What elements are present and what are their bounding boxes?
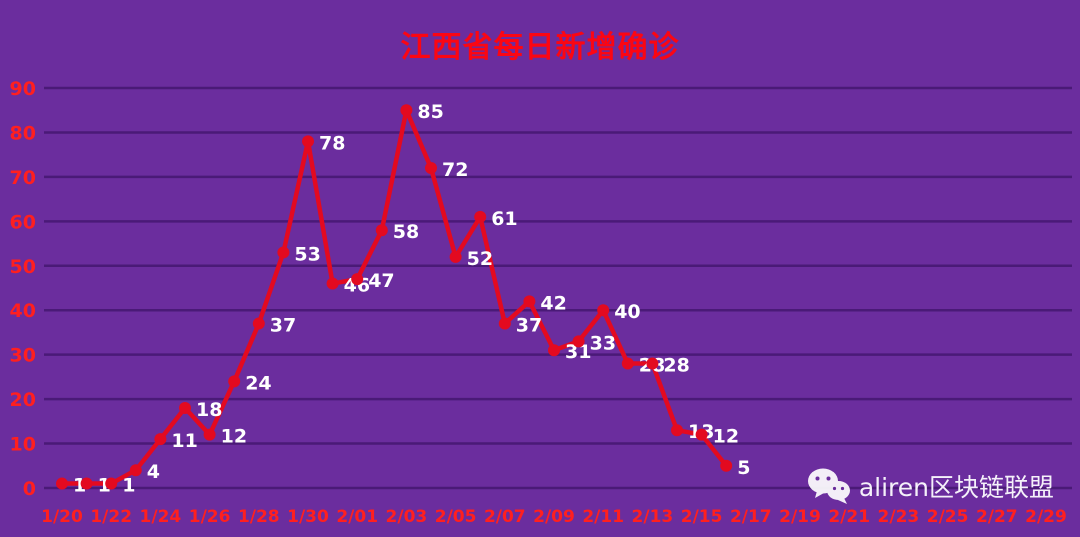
data-point-label: 31 [565, 341, 591, 363]
y-tick-label: 90 [10, 78, 36, 100]
data-point-label: 40 [614, 301, 640, 323]
y-tick-label: 0 [23, 478, 36, 500]
data-point-label: 58 [393, 221, 419, 243]
data-point-label: 12 [221, 426, 247, 448]
data-point-label: 33 [590, 332, 616, 354]
x-tick-label: 2/11 [582, 507, 624, 527]
data-point-marker [646, 357, 659, 370]
y-tick-label: 80 [10, 122, 36, 144]
data-point-label: 85 [417, 101, 443, 123]
y-tick-label: 20 [10, 389, 36, 411]
data-point-label: 5 [737, 457, 750, 479]
data-point-label: 78 [319, 132, 345, 154]
data-point-label: 53 [294, 243, 320, 265]
data-point-marker [302, 135, 314, 148]
x-tick-label: 2/05 [435, 507, 477, 527]
x-tick-label: 2/03 [386, 507, 428, 527]
data-point-label: 24 [245, 372, 271, 394]
x-tick-label: 1/30 [287, 507, 329, 527]
data-point-label: 37 [270, 315, 296, 337]
x-tick-label: 2/21 [828, 507, 870, 527]
watermark: aliren区块链联盟 [807, 467, 1054, 505]
x-tick-label: 2/13 [632, 507, 674, 527]
data-point-marker [572, 335, 585, 348]
data-point-marker [154, 433, 167, 446]
data-point-marker [375, 224, 388, 237]
x-tick-label: 2/15 [681, 507, 723, 527]
data-point-marker [80, 477, 93, 490]
x-tick-label: 2/25 [927, 507, 969, 527]
y-tick-label: 50 [10, 256, 36, 278]
data-point-label: 72 [442, 159, 468, 181]
data-point-label: 11 [171, 430, 197, 452]
data-point-label: 42 [540, 292, 566, 314]
data-point-marker [56, 477, 68, 490]
data-point-label: 12 [713, 426, 739, 448]
y-tick-label: 10 [10, 434, 36, 456]
data-point-label: 37 [516, 315, 542, 337]
y-tick-label: 40 [10, 300, 36, 322]
y-tick-label: 60 [10, 211, 36, 233]
data-point-marker [425, 162, 437, 174]
x-tick-label: 2/01 [336, 507, 378, 527]
data-point-marker [400, 104, 413, 117]
x-tick-label: 2/17 [730, 507, 772, 527]
data-point-marker [129, 464, 142, 477]
data-point-marker [597, 304, 610, 317]
x-tick-label: 1/26 [189, 507, 231, 527]
data-point-marker [252, 317, 265, 330]
data-point-label: 28 [663, 355, 689, 377]
data-point-label: 47 [368, 270, 394, 292]
data-point-marker [474, 210, 487, 223]
x-tick-label: 2/29 [1025, 507, 1067, 527]
data-point-label: 4 [147, 461, 160, 483]
data-point-marker [498, 317, 511, 330]
x-tick-label: 1/24 [140, 507, 182, 527]
data-point-marker [621, 357, 634, 370]
data-point-label: 1 [122, 475, 135, 497]
data-point-marker [351, 273, 364, 286]
data-point-label: 46 [344, 275, 370, 297]
data-point-marker [228, 375, 241, 388]
data-point-marker [548, 344, 560, 357]
data-point-marker [695, 428, 708, 441]
data-point-marker [105, 477, 118, 490]
data-point-label: 61 [491, 208, 517, 230]
data-point-marker [203, 428, 216, 441]
data-point-marker [326, 277, 339, 290]
x-tick-label: 1/22 [90, 507, 132, 527]
data-point-marker [523, 295, 536, 308]
y-tick-label: 30 [10, 345, 36, 367]
y-tick-label: 70 [10, 167, 36, 189]
x-tick-label: 2/07 [484, 507, 526, 527]
x-tick-label: 2/27 [976, 507, 1018, 527]
wechat-icon [807, 468, 850, 504]
x-tick-label: 1/20 [41, 507, 83, 527]
data-point-label: 52 [467, 248, 493, 270]
x-tick-label: 1/28 [238, 507, 280, 527]
x-tick-label: 2/19 [779, 507, 821, 527]
x-tick-label: 2/23 [878, 507, 920, 527]
watermark-text: aliren区块链联盟 [858, 473, 1054, 502]
chart-title: 江西省每日新增确诊 [400, 30, 680, 65]
data-point-marker [449, 250, 462, 263]
data-point-marker [671, 424, 683, 437]
x-tick-label: 2/09 [533, 507, 575, 527]
data-point-marker [277, 246, 290, 259]
data-point-label: 18 [196, 399, 222, 421]
data-line [59, 107, 729, 486]
data-point-marker [179, 402, 191, 414]
data-point-marker [720, 459, 733, 472]
